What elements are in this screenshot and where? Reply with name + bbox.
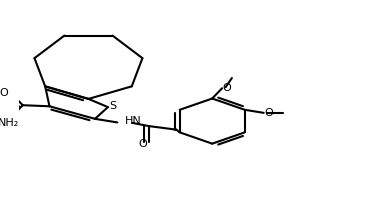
Text: O: O	[138, 139, 147, 149]
Text: O: O	[223, 83, 232, 93]
Text: S: S	[109, 101, 116, 111]
Text: HN: HN	[125, 116, 142, 126]
Text: NH₂: NH₂	[0, 118, 20, 128]
Text: O: O	[264, 108, 273, 118]
Text: O: O	[0, 88, 9, 98]
